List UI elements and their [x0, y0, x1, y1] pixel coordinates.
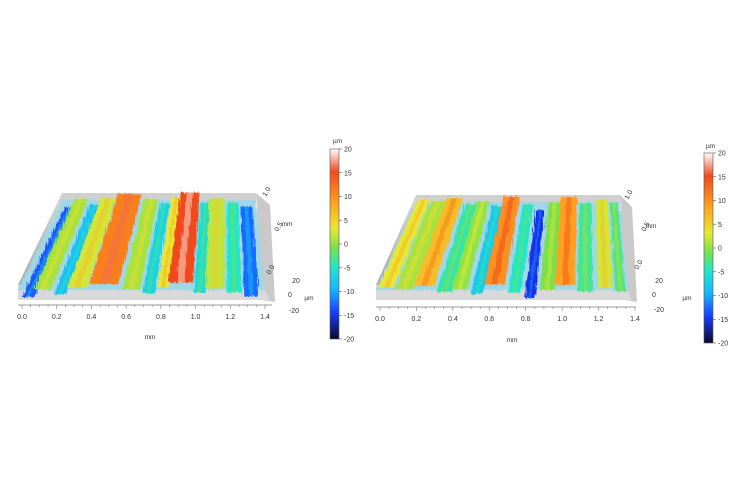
colorbar-unit: µm — [706, 143, 715, 150]
z-axis-ticks: 20 0 -20 — [652, 278, 664, 314]
stripe-highlight — [612, 203, 622, 291]
x-tick-label: 0.8 — [156, 314, 166, 321]
stripe-highlight — [176, 192, 193, 283]
x-tick-label: 0.0 — [375, 316, 385, 323]
z-tick-label: -20 — [654, 307, 664, 314]
z-axis-unit: µm — [682, 295, 691, 302]
y-tick-label: 1.0 — [262, 186, 273, 198]
colorbar-tick-label: -5 — [718, 269, 724, 276]
stripe-highlight — [491, 196, 515, 285]
x-axis-ticks: 0.0 0.2 0.4 0.6 0.8 1.0 1.2 1.4 — [17, 305, 270, 321]
x-axis-unit: mm — [507, 337, 518, 344]
colorbar-tick-label: 15 — [344, 170, 352, 177]
colorbar-tick-label: 20 — [718, 151, 726, 158]
x-tick-label: 0.2 — [52, 314, 62, 321]
y-tick-label: 1.0 — [624, 189, 635, 201]
colorbar-gradient — [329, 148, 340, 340]
colorbar-tick-label: 10 — [344, 194, 352, 201]
height-stripes — [376, 196, 628, 298]
stripe-highlight — [198, 203, 208, 293]
right-colorbar: µm 20 15 10 5 0 -5 -10 -15 -20 — [703, 143, 728, 348]
x-tick-label: 0.6 — [121, 314, 131, 321]
z-axis-ticks: 200 -20 — [288, 278, 300, 315]
colorbar-tick-label: -10 — [344, 289, 354, 296]
x-tick-label: 0.0 — [17, 314, 27, 321]
x-tick-label: 0.4 — [87, 314, 97, 321]
z-axis-unit: µm — [304, 295, 313, 302]
y-axis-unit: mm — [282, 221, 293, 228]
stripe-highlight — [401, 201, 441, 289]
x-tick-label: 1.4 — [260, 314, 270, 321]
x-tick-label: 0.8 — [521, 316, 531, 323]
z-tick-label: 20 — [655, 278, 663, 285]
x-tick-label: 1.0 — [191, 314, 201, 321]
stripe-highlight — [582, 203, 588, 292]
stripe-highlight — [456, 201, 486, 290]
stripe-highlight — [230, 202, 237, 293]
colorbar-tick-label: 15 — [718, 174, 726, 181]
stripe-highlight — [25, 207, 72, 297]
x-tick-label: 1.4 — [630, 316, 640, 323]
stripe-highlight — [161, 197, 178, 288]
colorbar-tick-label: -20 — [718, 341, 728, 348]
y-axis-ticks: 0.0 0.5 1.0 — [624, 189, 652, 271]
stripe-highlight — [146, 203, 167, 294]
stripe-highlight — [99, 194, 134, 284]
stripe-highlight — [512, 204, 530, 293]
y-tick-label: 0.5 — [274, 221, 285, 233]
colorbar-tick-label: -10 — [718, 293, 728, 300]
y-axis-ticks: 0.0 0.5 1.0 — [262, 186, 285, 276]
y-tick-label: 0.0 — [634, 259, 645, 271]
x-tick-label: 1.0 — [557, 316, 567, 323]
stripe-highlight — [244, 206, 254, 297]
colorbar-tick-label: 20 — [344, 147, 352, 154]
colorbar-tick-label: -5 — [344, 265, 350, 272]
colorbar-tick-label: 5 — [718, 222, 722, 229]
x-tick-label: 1.2 — [225, 314, 235, 321]
left-surface-plot: 0.0 0.2 0.4 0.6 0.8 1.0 1.2 1.4 mm 0.0 0.5 1.0 mm… — [17, 186, 313, 341]
stripe-highlight — [74, 198, 111, 288]
y-axis-unit: mm — [646, 223, 657, 230]
colorbar-tick-label: 0 — [344, 242, 348, 249]
x-axis-unit: mm — [145, 334, 156, 341]
stripe-highlight — [383, 199, 426, 288]
x-tick-label: 1.2 — [594, 316, 604, 323]
colorbar-ticks: 20 15 10 5 0 -5 -10 -15 -20 — [339, 147, 354, 344]
colorbar-tick-label: 0 — [718, 246, 722, 253]
y-tick-label: 0.5 — [641, 221, 652, 233]
colorbar-tick-label: -20 — [344, 337, 354, 344]
stripe-highlight — [599, 200, 608, 288]
colorbar-ticks: 20 15 10 5 0 -5 -10 -15 -20 — [713, 151, 728, 348]
colorbar-gradient — [703, 152, 714, 344]
stripe-highlight — [40, 199, 84, 289]
stripe-highlight — [545, 202, 557, 290]
stripe-highlight — [474, 206, 500, 294]
stripe-highlight — [420, 198, 458, 286]
x-tick-label: 0.4 — [448, 316, 458, 323]
colorbar-tick-label: -15 — [344, 313, 354, 320]
colorbar-tick-label: -15 — [718, 317, 728, 324]
stripe-highlight — [441, 204, 473, 292]
z-tick-label: 0 — [652, 292, 656, 299]
stripe-highlight — [211, 198, 220, 289]
right-surface-plot: 0.0 0.2 0.4 0.6 0.8 1.0 1.2 1.4 mm 0.0 0.5 1.0 mm… — [375, 189, 691, 344]
z-tick-label: -20 — [289, 308, 299, 315]
colorbar-tick-label: 5 — [344, 218, 348, 225]
colorbar-tick-label: 10 — [718, 198, 726, 205]
stripe-highlight — [561, 197, 572, 285]
z-tick-label: 0 — [288, 292, 292, 299]
left-colorbar: µm 20 15 10 5 0 -5 -10 -15 -20 — [329, 138, 354, 344]
x-axis-ticks: 0.0 0.2 0.4 0.6 0.8 1.0 1.2 1.4 — [375, 307, 640, 323]
height-stripes — [18, 192, 264, 297]
x-tick-label: 0.2 — [412, 316, 422, 323]
stripe-highlight — [128, 199, 154, 289]
stripe-highlight — [528, 210, 542, 298]
colorbar-unit: µm — [333, 138, 342, 145]
stripe-highlight — [57, 204, 97, 295]
y-tick-label: 0.0 — [266, 264, 277, 276]
z-tick-label: 20 — [292, 278, 300, 285]
x-tick-label: 0.6 — [484, 316, 494, 323]
